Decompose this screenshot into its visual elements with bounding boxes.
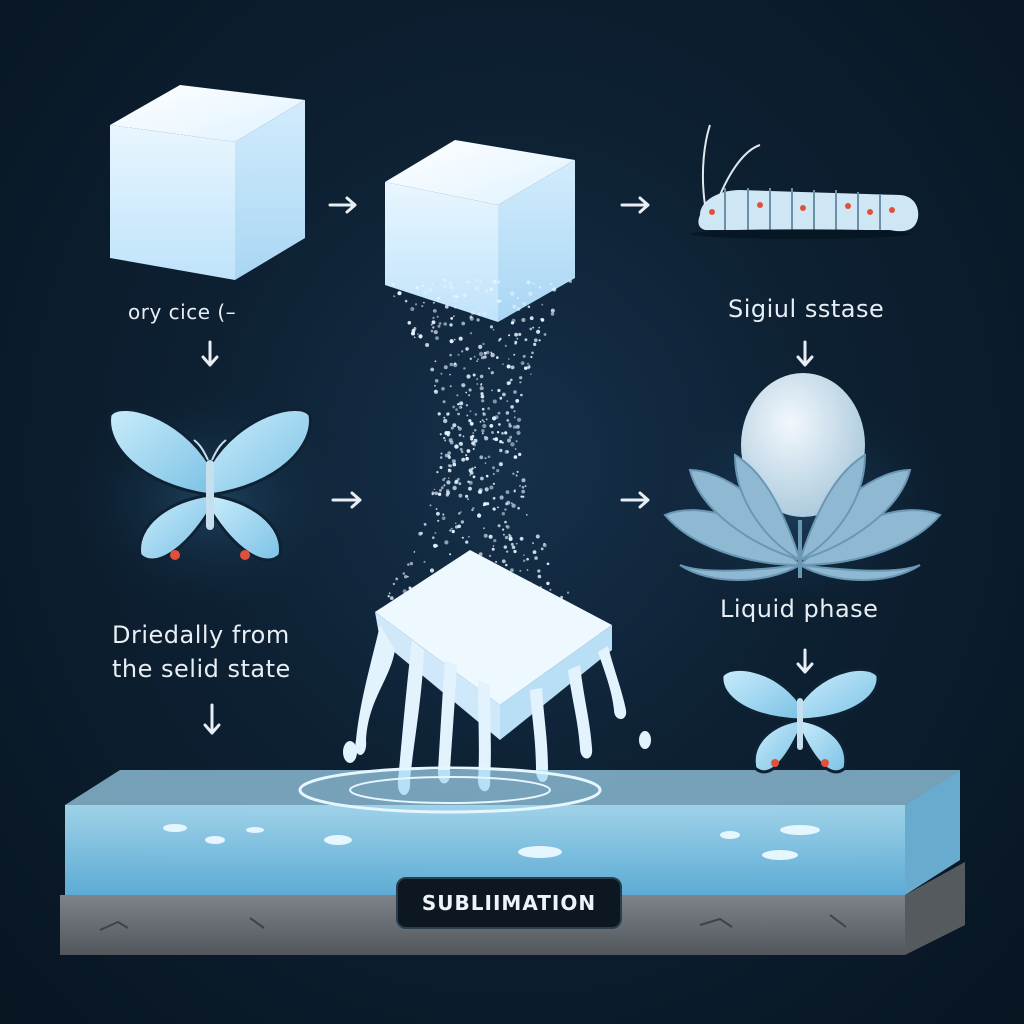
butterfly-icon	[108, 407, 312, 562]
ice-cube-icon	[110, 85, 305, 280]
liquid-phase-label: Liquid phase	[720, 595, 879, 623]
arrow-icon	[620, 491, 650, 509]
arrow-icon	[203, 703, 221, 735]
arrow-icon	[201, 340, 219, 367]
arrow-icon	[328, 196, 357, 214]
arrow-icon	[796, 648, 814, 674]
arrow-icon	[796, 340, 814, 367]
driedally-label: Driedally from the selid state	[112, 621, 291, 683]
dry-ice-label: ory cice (–	[128, 300, 237, 324]
water-pool-icon	[60, 766, 965, 955]
butterfly-small-icon	[720, 668, 880, 774]
caterpillar-icon	[690, 124, 919, 239]
melting-ice-icon	[343, 550, 651, 795]
sigiul-label: Sigiul sstase	[728, 295, 885, 323]
arrow-icon	[620, 196, 650, 214]
ice-cube-sublimating-icon	[385, 140, 575, 322]
arrow-icon	[331, 491, 362, 509]
egg-on-leaves-icon	[663, 373, 942, 581]
sublimation-badge: SUBLIIMATION	[396, 877, 622, 929]
falling-particles-icon	[387, 278, 572, 601]
